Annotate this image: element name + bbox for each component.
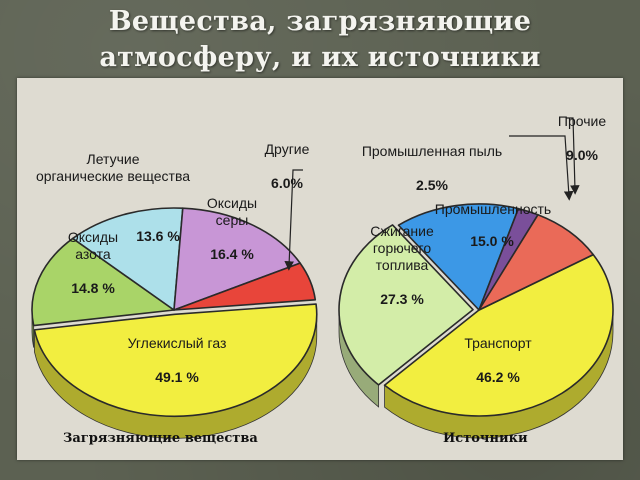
label-industry-value: 15.0 % <box>470 233 514 249</box>
sources-slice-1 <box>338 224 474 386</box>
label-dust: Промышленная пыль 2.5% <box>347 126 517 194</box>
label-voc-value: 13.6 % <box>136 228 180 244</box>
label-transport-value: 46.2 % <box>476 369 520 385</box>
label-fuel-name: Сжигание горючего топлива <box>370 223 434 273</box>
caption-pollutants: Загрязняющие вещества <box>63 431 258 446</box>
label-industry: Промышленность <box>423 184 563 218</box>
pollutants-slice-0 <box>33 303 318 418</box>
pollutants-slice-4 <box>173 262 317 311</box>
chart-panel: Летучие органические вещества 13.6 % Дру… <box>17 78 623 460</box>
label-co2: Углекислый газ 49.1 % <box>107 318 247 386</box>
label-industry-name: Промышленность <box>434 201 552 217</box>
label-no: Оксиды азота 14.8 % <box>53 212 133 297</box>
pollutants-slice-1 <box>31 237 175 327</box>
label-transport-name: Транспорт <box>464 335 532 351</box>
pie-chart-sources <box>338 203 614 439</box>
caption-sources: Источники <box>443 431 528 446</box>
label-fuel-value: 27.3 % <box>380 291 424 307</box>
slide-title-line-1: Вещества, загрязняющие <box>108 6 532 37</box>
label-transport: Транспорт 46.2 % <box>443 318 553 386</box>
leader-arrow-other <box>284 169 303 271</box>
label-misc-value: 9.0% <box>566 147 598 163</box>
label-voc: Летучие органические вещества <box>21 134 205 185</box>
label-so-name: Оксиды серы <box>206 195 258 228</box>
pie-chart-pollutants <box>31 207 318 439</box>
label-no-name: Оксиды азота <box>67 229 119 262</box>
slide-title-line-2: атмосферу, и их источники <box>99 42 541 73</box>
label-co2-name: Углекислый газ <box>127 335 227 351</box>
leader-arrow-dust <box>509 135 574 201</box>
label-misc-name: Прочие <box>557 113 607 129</box>
label-dust-value: 2.5% <box>416 177 448 193</box>
label-so: Оксиды серы 16.4 % <box>197 178 267 263</box>
label-dust-name: Промышленная пыль <box>361 143 503 159</box>
slide-title: Вещества, загрязняющие атмосферу, и их и… <box>0 4 640 76</box>
label-other-name: Другие <box>264 141 310 157</box>
pie-charts-svg <box>31 117 614 439</box>
sources-slice-2 <box>397 203 520 311</box>
label-other: Другие 6.0% <box>257 124 317 192</box>
label-no-value: 14.8 % <box>71 280 115 296</box>
pollutants-slice-2 <box>71 207 184 311</box>
label-misc: Прочие 9.0% <box>547 96 617 164</box>
sources-slice-4 <box>478 213 595 311</box>
pollutants-slice-3 <box>173 207 301 311</box>
label-so-value: 16.4 % <box>210 246 254 262</box>
label-voc-name: Летучие органические вещества <box>35 151 191 184</box>
leader-arrow-misc <box>566 117 580 195</box>
sources-slice-0 <box>383 253 614 417</box>
label-other-value: 6.0% <box>271 175 303 191</box>
label-co2-value: 49.1 % <box>155 369 199 385</box>
label-fuel: Сжигание горючего топлива 27.3 % <box>357 206 447 308</box>
